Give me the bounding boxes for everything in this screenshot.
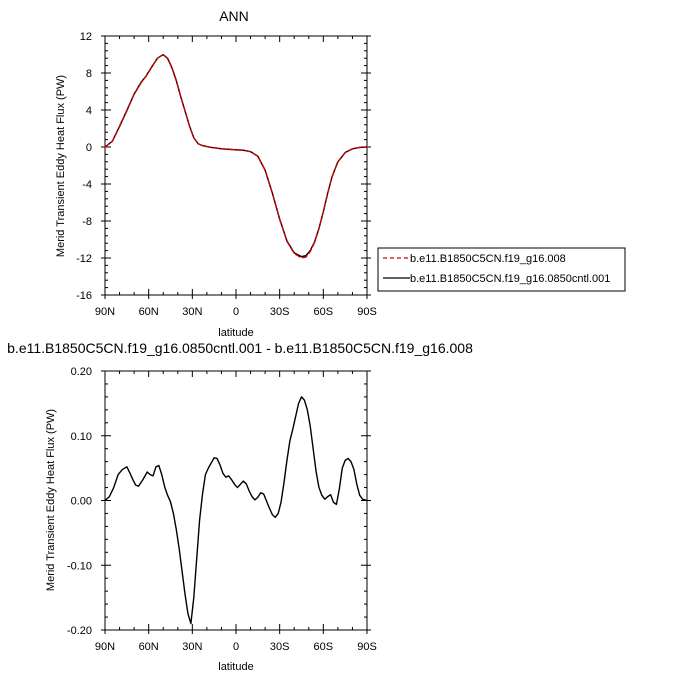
legend-label-series-1: b.e11.B1850C5CN.f19_g16.008 <box>410 253 566 265</box>
bottom-chart-title: b.e11.B1850C5CN.f19_g16.0850cntl.001 - b… <box>7 340 473 356</box>
bottom-x-tick-label: 60N <box>139 641 159 653</box>
bottom-y-tick-label: 0.20 <box>71 366 92 378</box>
top-y-tick-label: -12 <box>76 253 92 265</box>
bottom-axis-ticks <box>101 370 371 634</box>
legend-box <box>377 247 626 292</box>
top-x-tick-label: 90S <box>357 306 377 318</box>
legend: b.e11.B1850C5CN.f19_g16.008 b.e11.B1850C… <box>377 247 626 292</box>
top-y-tick-label: -16 <box>76 290 92 302</box>
top-tick-labels: 90N 60N 30N 0 30S 60S 90S 12 8 4 0 -4 -8 -12 -16 <box>76 31 377 318</box>
bottom-y-tick-label: -0.10 <box>67 560 92 572</box>
bottom-y-tick-label: 0.00 <box>71 496 92 508</box>
top-plot-frame <box>104 35 368 296</box>
top-y-tick-label: 0 <box>86 142 92 154</box>
top-x-tick-label: 60N <box>139 306 159 318</box>
top-y-tick-label: 8 <box>86 68 92 80</box>
top-y-tick-label: 4 <box>86 105 92 117</box>
bottom-y-axis-label: Merid Transient Eddy Heat Flux (PW) <box>45 409 57 591</box>
top-x-tick-label: 30N <box>182 306 202 318</box>
bottom-series-line-1 <box>104 396 368 625</box>
bottom-panel: b.e11.B1850C5CN.f19_g16.0850cntl.001 - b… <box>7 340 473 673</box>
top-x-tick-label: 60S <box>314 306 334 318</box>
bottom-y-tick-label: -0.20 <box>67 625 92 637</box>
bottom-x-tick-label: 90S <box>357 641 377 653</box>
top-y-tick-label: -8 <box>82 216 92 228</box>
top-chart-title: ANN <box>219 8 249 24</box>
top-series-line-1 <box>104 53 368 259</box>
bottom-x-tick-label: 90N <box>95 641 115 653</box>
top-panel: ANN 90N 60N 30N 0 30S 60S 90S 12 8 4 0 -4 -8 -12 -16 l… <box>55 8 626 339</box>
bottom-x-tick-label: 30N <box>182 641 202 653</box>
top-series-lines <box>104 53 368 259</box>
top-axis-ticks <box>101 35 371 299</box>
top-x-axis-label: latitude <box>218 327 253 339</box>
top-y-tick-label: 12 <box>80 31 92 43</box>
top-x-tick-label: 30S <box>270 306 290 318</box>
top-series-line-2 <box>104 53 368 258</box>
bottom-x-tick-label: 30S <box>270 641 290 653</box>
bottom-x-axis-label: latitude <box>218 661 253 673</box>
legend-label-series-2: b.e11.B1850C5CN.f19_g16.0850cntl.001 <box>410 273 610 285</box>
top-y-axis-label: Merid Transient Eddy Heat Flux (PW) <box>55 75 67 257</box>
bottom-plot-frame <box>104 370 368 631</box>
top-y-tick-label: -4 <box>82 179 92 191</box>
bottom-series-lines <box>104 396 368 625</box>
bottom-x-tick-label: 60S <box>314 641 334 653</box>
bottom-tick-labels: 90N 60N 30N 0 30S 60S 90S 0.20 0.10 0.00 -0.10 -0.2… <box>67 366 377 653</box>
bottom-x-tick-label: 0 <box>233 641 239 653</box>
top-x-tick-label: 0 <box>233 306 239 318</box>
bottom-y-tick-label: 0.10 <box>71 431 92 443</box>
top-x-tick-label: 90N <box>95 306 115 318</box>
